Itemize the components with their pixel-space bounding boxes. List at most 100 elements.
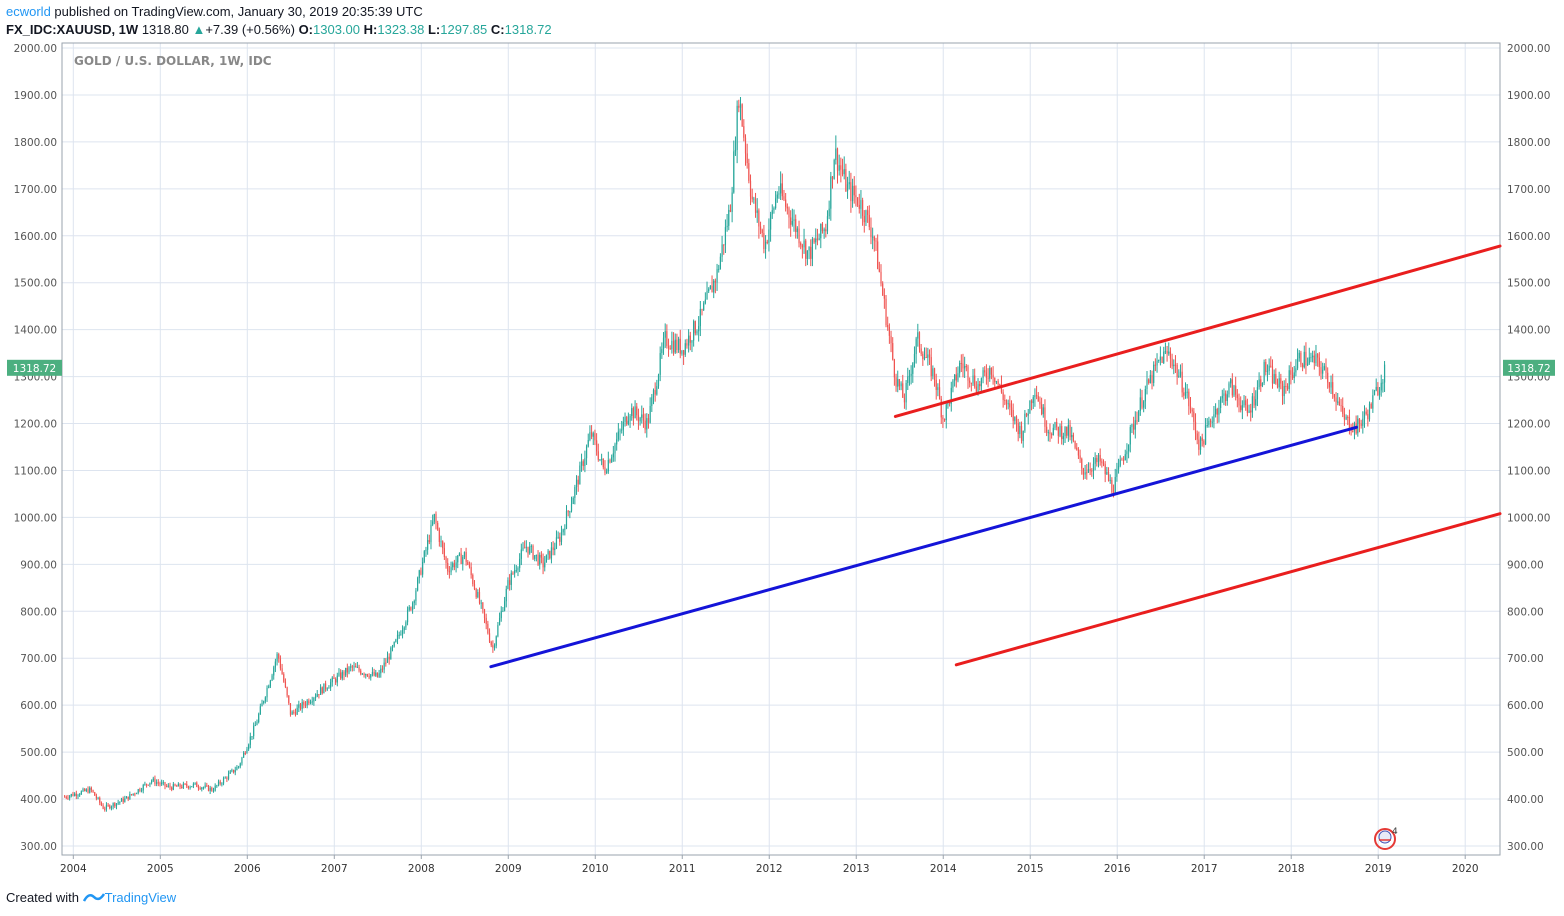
candle-body bbox=[1203, 440, 1205, 445]
candle-body bbox=[999, 384, 1001, 386]
candle-body bbox=[440, 541, 442, 543]
candle-body bbox=[1198, 439, 1200, 450]
candle-body bbox=[808, 246, 810, 251]
candle-body bbox=[179, 783, 181, 787]
candle-body bbox=[435, 513, 437, 523]
candle-body bbox=[820, 223, 822, 239]
candle-body bbox=[776, 194, 778, 199]
candle-body bbox=[1141, 397, 1143, 408]
symbol-label: FX_IDC:XAUUSD, 1W bbox=[6, 22, 139, 37]
candle-body bbox=[411, 603, 414, 611]
time-axis[interactable]: 2004 2005 2006 2007 2008 2009 2010 2011 2012 2013… bbox=[60, 855, 1479, 875]
candle-body bbox=[773, 208, 775, 211]
red-trend-line bbox=[893, 244, 1502, 418]
candle-body bbox=[134, 793, 136, 795]
candle-body bbox=[455, 562, 457, 568]
candle-body bbox=[515, 570, 517, 572]
candle-body bbox=[781, 183, 783, 197]
candle-body bbox=[1216, 408, 1218, 415]
candle-body bbox=[432, 521, 434, 525]
candle-body bbox=[1256, 387, 1259, 400]
candle-body bbox=[473, 584, 476, 590]
candle-body bbox=[216, 785, 218, 787]
candle-body bbox=[1047, 432, 1049, 434]
candle-body bbox=[984, 370, 986, 373]
candle-body bbox=[980, 378, 982, 387]
candle-body bbox=[1030, 400, 1033, 404]
candle-body bbox=[1129, 427, 1131, 445]
price-chart[interactable]: GOLD / U.S. DOLLAR, 1W, IDC 2000.00 1900.… bbox=[0, 0, 1564, 885]
candle-body bbox=[1178, 375, 1180, 377]
candle-body bbox=[428, 540, 430, 543]
candle-body bbox=[330, 682, 332, 688]
left-tick-label: 700.00 bbox=[20, 653, 57, 665]
candle-body bbox=[453, 563, 456, 568]
candle-body bbox=[69, 795, 71, 799]
candle-body bbox=[1032, 397, 1034, 404]
candle-body bbox=[923, 357, 926, 360]
author-link[interactable]: ecworld bbox=[6, 4, 51, 19]
candle-body bbox=[771, 210, 773, 215]
candle-body bbox=[1087, 469, 1090, 473]
candle-body bbox=[110, 806, 113, 809]
candle-body bbox=[877, 241, 879, 269]
candle-body bbox=[754, 198, 757, 213]
flag-icon[interactable]: 4 bbox=[1374, 827, 1398, 850]
candle-body bbox=[793, 219, 795, 221]
candle-body bbox=[532, 545, 534, 559]
candle-body bbox=[1086, 472, 1088, 474]
trend-lines[interactable] bbox=[489, 244, 1502, 669]
candle-body bbox=[1066, 426, 1068, 436]
left-tick-label: 800.00 bbox=[20, 606, 57, 618]
candle-body bbox=[1076, 447, 1078, 450]
x-tick-label: 2006 bbox=[234, 863, 261, 875]
right-tick-label: 1100.00 bbox=[1507, 465, 1550, 477]
candle-body bbox=[517, 568, 519, 571]
right-tick-label: 300.00 bbox=[1507, 841, 1544, 853]
candle-body bbox=[340, 672, 342, 679]
candle-body bbox=[659, 353, 661, 375]
candle-body bbox=[602, 458, 604, 468]
candle-body bbox=[182, 783, 184, 788]
candle-body bbox=[1218, 407, 1220, 415]
candle-body bbox=[172, 784, 174, 790]
candle-body bbox=[437, 522, 439, 530]
candle-body bbox=[229, 771, 231, 774]
candle-body bbox=[684, 343, 686, 355]
left-tick-label: 1800.00 bbox=[14, 137, 57, 149]
candle-body bbox=[559, 536, 561, 542]
candle-body bbox=[1270, 365, 1272, 367]
candle-body bbox=[885, 298, 887, 326]
tradingview-link[interactable]: TradingView bbox=[104, 890, 177, 905]
candle-body bbox=[1301, 364, 1304, 368]
candle-body bbox=[433, 513, 435, 522]
last-price-labels: 1318.72 1318.72 bbox=[7, 359, 1555, 376]
candle-body bbox=[443, 548, 445, 558]
candle-body bbox=[1345, 416, 1347, 420]
chart-grid bbox=[62, 43, 1500, 855]
candle-body bbox=[483, 609, 486, 618]
candle-body bbox=[376, 672, 379, 678]
candle-body bbox=[979, 384, 981, 387]
candle-body bbox=[1303, 351, 1305, 368]
candle-body bbox=[1139, 397, 1141, 412]
candle-body bbox=[1079, 455, 1081, 459]
candle-body bbox=[1119, 459, 1121, 466]
candle-body bbox=[181, 786, 183, 788]
candle-body bbox=[1278, 378, 1280, 388]
candle-body bbox=[841, 169, 844, 175]
candle-body bbox=[1223, 393, 1225, 396]
candle-body bbox=[77, 795, 79, 797]
candle-body bbox=[1260, 379, 1262, 387]
candle-body bbox=[202, 787, 205, 789]
candle-body bbox=[766, 241, 768, 243]
candle-body bbox=[283, 674, 285, 682]
candle-body bbox=[1082, 468, 1085, 475]
candle-body bbox=[856, 197, 859, 205]
right-price-axis[interactable]: 2000.00 1900.00 1800.00 1700.00 1600.00 1500.… bbox=[1507, 43, 1550, 853]
candle-body bbox=[1196, 433, 1198, 440]
candle-body bbox=[1348, 417, 1351, 430]
candle-body bbox=[1286, 386, 1289, 390]
candle-body bbox=[448, 571, 450, 573]
candle-body bbox=[985, 372, 988, 378]
